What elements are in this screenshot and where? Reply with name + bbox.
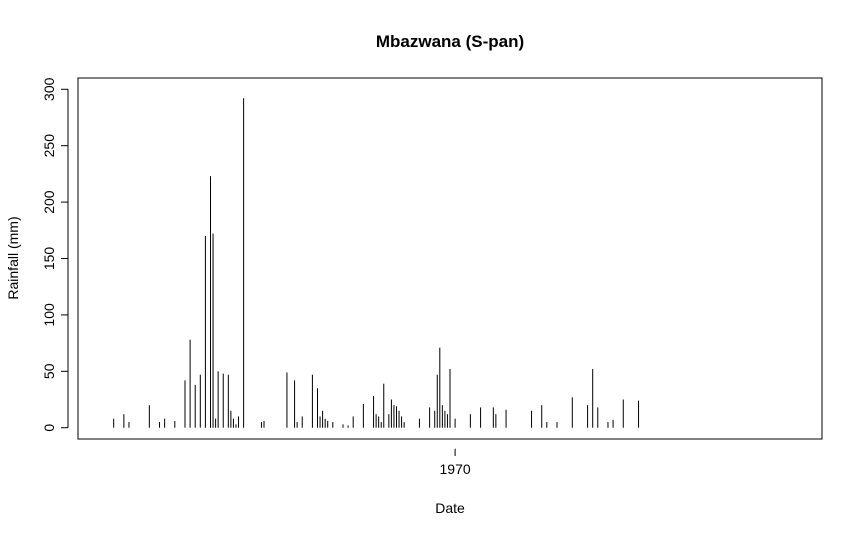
rainfall-series	[113, 98, 640, 428]
y-tick-label: 200	[41, 190, 57, 214]
y-axis: 0 50 100 150 200 250 300	[41, 77, 69, 432]
plot-frame	[77, 77, 823, 440]
x-tick-label: 1970	[440, 461, 471, 477]
x-axis-label: Date	[435, 500, 465, 516]
y-tick-label: 0	[41, 424, 57, 432]
y-tick-label: 150	[41, 247, 57, 271]
y-tick-label: 250	[41, 134, 57, 158]
y-axis-label: Rainfall (mm)	[5, 216, 21, 299]
y-tick-label: 50	[41, 363, 57, 379]
x-axis: 1970	[440, 448, 471, 477]
y-tick-label: 100	[41, 303, 57, 327]
y-tick-label: 300	[41, 77, 57, 101]
chart-title: Mbazwana (S-pan)	[376, 32, 524, 51]
